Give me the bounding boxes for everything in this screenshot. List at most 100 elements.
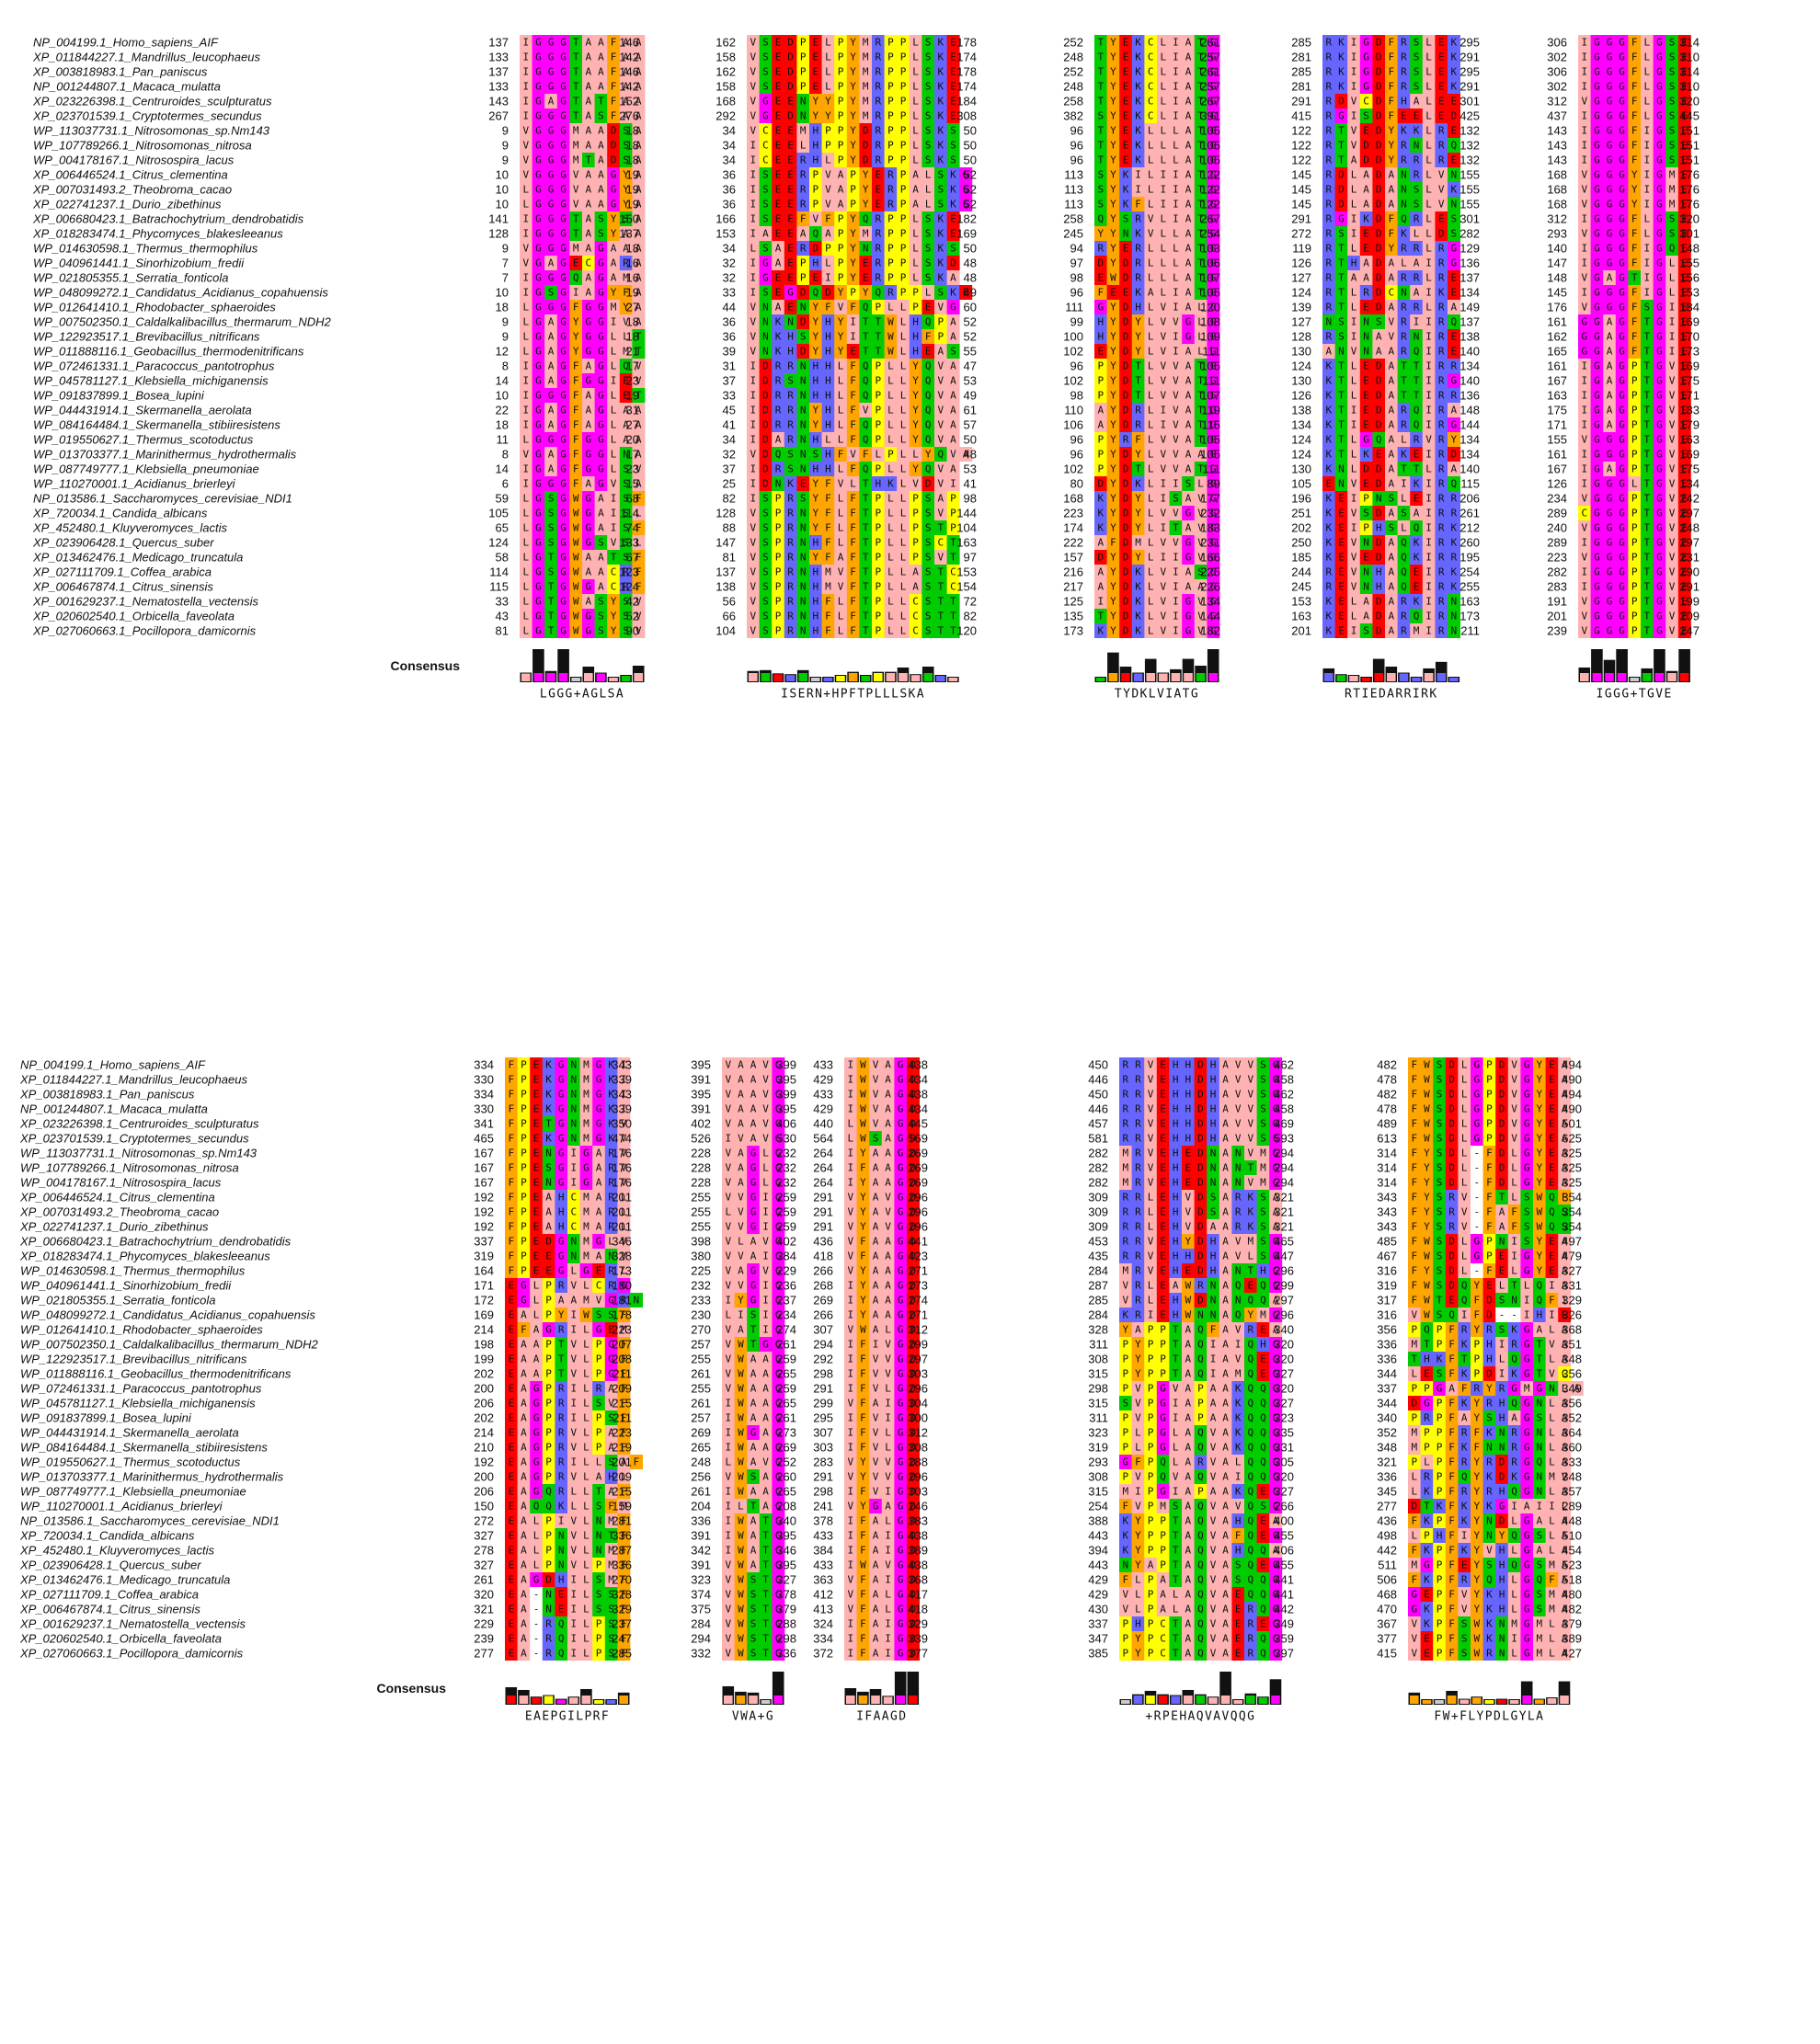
residue-letter: K <box>1135 66 1141 78</box>
residue-letter: L <box>1148 390 1154 402</box>
residue-letter: Q <box>1450 316 1457 328</box>
residue-letter: F <box>1388 228 1394 240</box>
end-position: 105 <box>1200 448 1220 462</box>
residue-letter: R <box>1438 493 1445 505</box>
residue-letter: E <box>1450 346 1457 358</box>
residue-letter: D <box>1123 478 1129 490</box>
residue-letter: K <box>1450 51 1457 63</box>
residue-letter: C <box>1148 110 1154 122</box>
residue-letter: I <box>750 478 756 490</box>
residue-letter: L <box>887 375 894 387</box>
residue-letter: L <box>838 596 844 608</box>
residue-letter: S <box>925 110 932 122</box>
consensus-logo-fill <box>558 673 568 681</box>
residue-letter: G <box>1619 316 1625 328</box>
residue-letter: I <box>1173 51 1179 63</box>
residue-letter: A <box>585 96 591 108</box>
residue-letter: Y <box>573 346 579 358</box>
residue-letter: P <box>875 375 881 387</box>
residue-letter: S <box>762 552 769 564</box>
residue-letter: F <box>825 522 831 534</box>
residue-letter: L <box>522 611 529 622</box>
residue-letter: V <box>937 405 944 417</box>
start-position: 153 <box>1291 595 1311 609</box>
residue-letter: G <box>1594 140 1600 152</box>
residue-letter: A <box>1388 257 1394 269</box>
residue-letter: L <box>887 419 894 431</box>
residue-letter: K <box>1135 125 1141 137</box>
residue-letter: G <box>560 478 567 490</box>
residue-letter: L <box>1148 625 1154 637</box>
residue-letter: V <box>838 478 844 490</box>
residue-letter: N <box>1376 493 1382 505</box>
residue-letter: V <box>1351 537 1357 549</box>
residue-letter: I <box>1425 508 1432 520</box>
residue-letter: I <box>1173 346 1179 358</box>
residue-letter: Y <box>1110 96 1116 108</box>
residue-letter: D <box>787 66 794 78</box>
start-position: 285 <box>1291 36 1311 50</box>
residue-letter: D <box>825 287 831 299</box>
consensus-logo-fill <box>823 678 833 681</box>
residue-letter: Q <box>863 213 869 225</box>
residue-letter: I <box>1173 611 1179 622</box>
residue-letter: R <box>1401 66 1407 78</box>
end-position: 122 <box>1200 168 1220 182</box>
residue-letter: S <box>925 96 932 108</box>
residue-letter: I <box>1425 360 1432 372</box>
residue-letter: L <box>887 566 894 578</box>
residue-letter: R <box>1325 228 1332 240</box>
residue-letter: P <box>1631 375 1638 387</box>
consensus-logo-fill <box>1449 678 1459 681</box>
residue-letter: N <box>1401 287 1407 299</box>
start-position: 56 <box>723 595 736 609</box>
residue-letter: A <box>585 390 591 402</box>
residue-letter: Y <box>1110 81 1116 93</box>
start-position: 162 <box>715 65 736 79</box>
residue-letter: N <box>1325 316 1332 328</box>
start-position: 128 <box>488 227 509 241</box>
end-position: 261 <box>1200 36 1220 50</box>
sequence-name: XP_023906428.1_Quercus_suber <box>32 536 214 550</box>
residue-cell <box>544 167 558 182</box>
consensus-logo-fill <box>596 673 606 681</box>
residue-letter: I <box>1425 257 1432 269</box>
residue-letter: L <box>887 390 894 402</box>
residue-letter: P <box>887 272 894 284</box>
residue-cell <box>569 256 583 270</box>
residue-letter: P <box>900 184 907 196</box>
residue-letter: A <box>635 287 642 299</box>
residue-letter: Y <box>812 405 818 417</box>
residue-letter: Y <box>611 287 617 299</box>
residue-letter: A <box>775 434 782 446</box>
residue-letter: A <box>950 360 956 372</box>
residue-letter: D <box>1123 331 1129 343</box>
residue-letter: Y <box>1110 199 1116 211</box>
residue-letter: T <box>1338 140 1345 152</box>
residue-letter: G <box>560 228 567 240</box>
residue-letter: K <box>1325 434 1332 446</box>
residue-letter: V <box>1160 375 1166 387</box>
residue-letter: A <box>1185 140 1192 152</box>
start-position: 104 <box>715 624 736 638</box>
consensus-logo-fill <box>1096 678 1105 681</box>
residue-letter: D <box>1376 51 1382 63</box>
residue-letter: P <box>775 611 782 622</box>
residue-letter: F <box>1388 66 1394 78</box>
residue-letter: P <box>800 272 807 284</box>
residue-letter: E <box>775 154 782 166</box>
residue-letter: F <box>825 493 831 505</box>
residue-letter: D <box>1376 154 1382 166</box>
residue-letter: R <box>1401 611 1407 622</box>
start-position: 115 <box>489 580 509 594</box>
residue-letter: F <box>573 419 579 431</box>
start-position: 185 <box>1291 551 1311 565</box>
residue-letter: K <box>1135 287 1141 299</box>
consensus-logo-fill <box>571 678 580 681</box>
residue-letter: G <box>1594 375 1600 387</box>
residue-letter: E <box>1338 522 1345 534</box>
residue-letter: I <box>750 434 756 446</box>
residue-letter: S <box>925 154 932 166</box>
residue-letter: G <box>598 449 604 461</box>
residue-letter: N <box>787 316 794 328</box>
